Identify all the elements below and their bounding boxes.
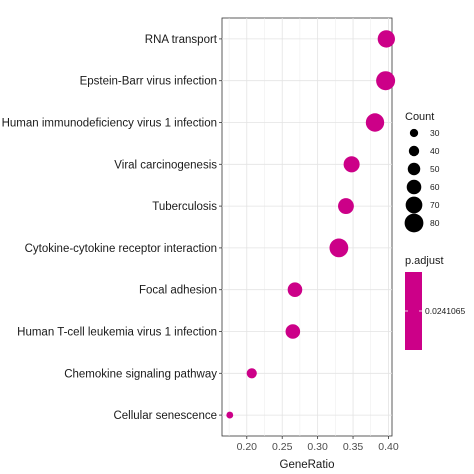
data-point bbox=[329, 238, 349, 258]
category-label: RNA transport bbox=[145, 34, 218, 46]
legend-size-dot bbox=[406, 179, 422, 195]
legend-size-label: 30 bbox=[430, 128, 440, 138]
legend-color-label: 0.0241065 bbox=[425, 306, 465, 316]
data-point bbox=[376, 71, 396, 91]
legend-size-dot bbox=[407, 162, 421, 176]
category-label: Cellular senescence bbox=[113, 410, 217, 422]
category-label: Human immunodeficiency virus 1 infection bbox=[2, 118, 217, 130]
data-point bbox=[343, 156, 360, 173]
plot-panel bbox=[221, 17, 393, 437]
category-label: Cytokine-cytokine receptor interaction bbox=[25, 243, 217, 255]
legend-size-label: 40 bbox=[430, 146, 440, 156]
legend-size-label: 50 bbox=[430, 164, 440, 174]
x-tick-label: 0.20 bbox=[237, 441, 258, 453]
legend-size-dot bbox=[404, 213, 424, 233]
legend-size-title: Count bbox=[405, 111, 434, 123]
category-label: Tuberculosis bbox=[152, 201, 217, 213]
legend-size-label: 70 bbox=[430, 200, 440, 210]
data-point bbox=[338, 198, 354, 215]
data-point bbox=[246, 368, 257, 379]
legend-colorbar bbox=[405, 272, 422, 350]
x-axis-title: GeneRatio bbox=[280, 459, 335, 471]
x-tick-label: 0.40 bbox=[378, 441, 399, 453]
legend-size-dot bbox=[408, 145, 420, 157]
x-axis-ticks: 0.20 0.25 0.30 0.35 0.40 bbox=[237, 436, 399, 453]
category-label: Human T-cell leukemia virus 1 infection bbox=[17, 327, 217, 339]
legend-size-label: 80 bbox=[430, 218, 440, 228]
data-point bbox=[226, 411, 234, 419]
data-point bbox=[377, 30, 395, 48]
x-tick-label: 0.25 bbox=[272, 441, 293, 453]
data-point bbox=[287, 282, 303, 298]
x-tick-label: 0.30 bbox=[307, 441, 328, 453]
data-point bbox=[285, 324, 301, 339]
category-label: Focal adhesion bbox=[139, 285, 217, 297]
category-label: Viral carcinogenesis bbox=[114, 159, 217, 171]
x-tick-label: 0.35 bbox=[343, 441, 364, 453]
legend-color-title: p.adjust bbox=[405, 255, 444, 267]
data-points bbox=[226, 30, 396, 419]
category-label: Chemokine signaling pathway bbox=[64, 368, 217, 380]
category-label: Epstein-Barr virus infection bbox=[80, 76, 217, 88]
category-labels: RNA transport Epstein-Barr virus infectio… bbox=[2, 34, 222, 422]
legend-size-dot bbox=[409, 128, 419, 138]
legend-size-label: 60 bbox=[430, 182, 440, 192]
legend-size-entries: 30 40 50 60 70 80 bbox=[404, 128, 440, 233]
legend-size-dot bbox=[405, 196, 423, 214]
data-point bbox=[365, 113, 385, 132]
